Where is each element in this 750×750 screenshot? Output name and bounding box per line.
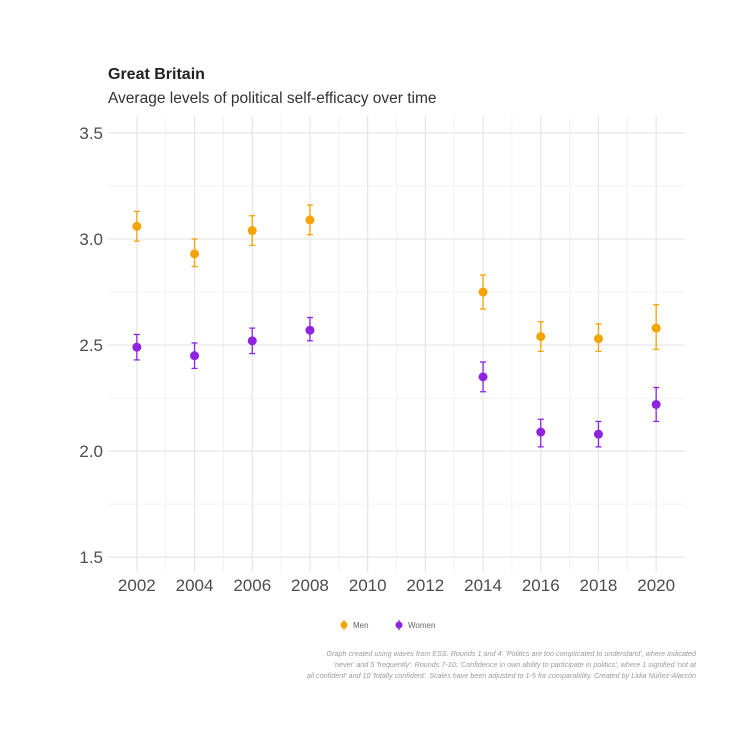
data-point xyxy=(536,332,546,342)
data-point xyxy=(190,351,200,361)
data-point xyxy=(190,249,200,259)
x-tick-label: 2002 xyxy=(118,576,156,595)
x-tick-label: 2014 xyxy=(464,576,502,595)
data-point xyxy=(305,325,315,335)
data-point xyxy=(305,215,315,225)
data-point xyxy=(651,399,661,409)
caption-line: Graph created using waves from ESS. Roun… xyxy=(326,649,696,658)
x-tick-label: 2016 xyxy=(522,576,560,595)
chart-subtitle: Average levels of political self-efficac… xyxy=(108,90,437,107)
legend-label: Women xyxy=(408,621,435,630)
y-tick-label: 3.0 xyxy=(79,230,103,249)
y-tick-label: 3.5 xyxy=(79,124,103,143)
legend-label: Men xyxy=(353,621,369,630)
x-tick-label: 2012 xyxy=(406,576,444,595)
data-point xyxy=(593,334,603,344)
data-point xyxy=(132,342,142,352)
x-tick-label: 2008 xyxy=(291,576,329,595)
legend-key xyxy=(340,621,348,629)
chart-title: Great Britain xyxy=(108,66,205,83)
data-point xyxy=(651,323,661,333)
data-point xyxy=(247,336,257,346)
data-point xyxy=(593,429,603,439)
data-point xyxy=(247,226,257,236)
caption-line: all confident' and 10 'totally confident… xyxy=(306,671,696,680)
legend-key xyxy=(395,621,403,629)
data-point xyxy=(536,427,546,437)
x-tick-label: 2010 xyxy=(349,576,387,595)
data-point xyxy=(478,287,488,297)
x-tick-label: 2004 xyxy=(176,576,214,595)
chart-caption: Graph created using waves from ESS. Roun… xyxy=(96,648,696,681)
data-point xyxy=(478,372,488,382)
y-tick-label: 2.5 xyxy=(79,336,103,355)
caption-line: 'never' and 5 'frequently'. Rounds 7-10:… xyxy=(333,660,696,669)
y-tick-label: 1.5 xyxy=(79,548,103,567)
x-tick-label: 2018 xyxy=(580,576,618,595)
x-tick-label: 2020 xyxy=(637,576,675,595)
x-tick-label: 2006 xyxy=(233,576,271,595)
y-tick-label: 2.0 xyxy=(79,442,103,461)
data-point xyxy=(132,221,142,231)
